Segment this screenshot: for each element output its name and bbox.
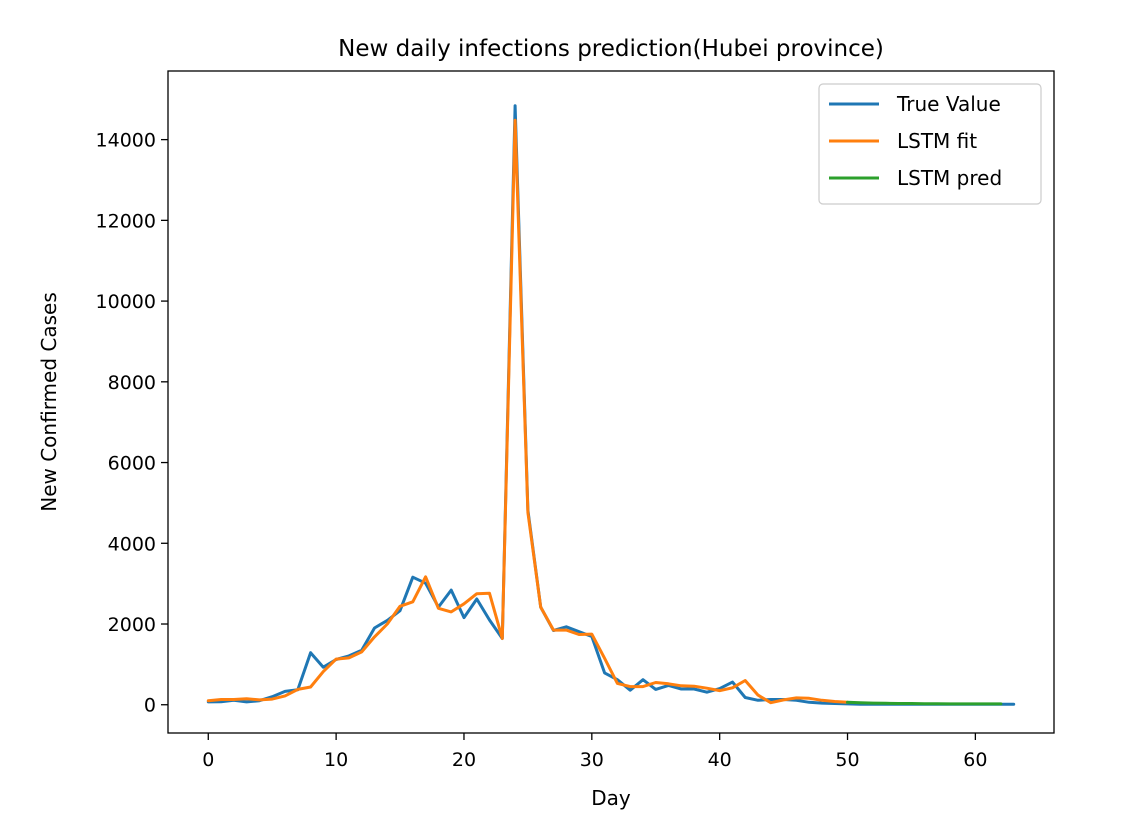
plot-series [206, 104, 1016, 706]
legend-label-2: LSTM pred [897, 166, 1002, 190]
plot-frame [167, 70, 1055, 734]
x-tick-label: 20 [452, 749, 476, 771]
y-axis-label: New Confirmed Cases [37, 292, 61, 512]
y-tick-label: 2000 [108, 614, 156, 636]
legend-box [818, 83, 1042, 205]
legend-label-0: True Value [896, 92, 1001, 116]
x-tick-label: 30 [580, 749, 604, 771]
y-tick-label: 10000 [96, 291, 156, 313]
series-line-2 [846, 700, 1003, 706]
y-axis-ticks: 0 2000 4000 6000 8000 10000 12000 14000 [96, 130, 168, 717]
x-axis-ticks: 0 10 20 30 40 50 60 [202, 733, 987, 771]
y-tick-label: 6000 [108, 453, 156, 475]
series-line-1 [206, 118, 849, 705]
y-tick-label: 14000 [96, 130, 156, 152]
x-axis-label: Day [591, 786, 631, 810]
chart-title: New daily infections prediction(Hubei pr… [338, 36, 884, 62]
x-tick-label: 10 [324, 749, 348, 771]
y-tick-label: 4000 [108, 533, 156, 555]
x-tick-label: 50 [835, 749, 859, 771]
x-tick-label: 60 [963, 749, 987, 771]
x-tick-label: 40 [708, 749, 732, 771]
y-tick-label: 8000 [108, 372, 156, 394]
legend: True Value LSTM fit LSTM pred [818, 83, 1042, 205]
legend-entries: True Value LSTM fit LSTM pred [829, 92, 1002, 190]
y-tick-label: 12000 [96, 210, 156, 232]
legend-label-1: LSTM fit [897, 129, 977, 153]
x-tick-label: 0 [202, 749, 214, 771]
y-tick-label: 0 [144, 695, 156, 717]
